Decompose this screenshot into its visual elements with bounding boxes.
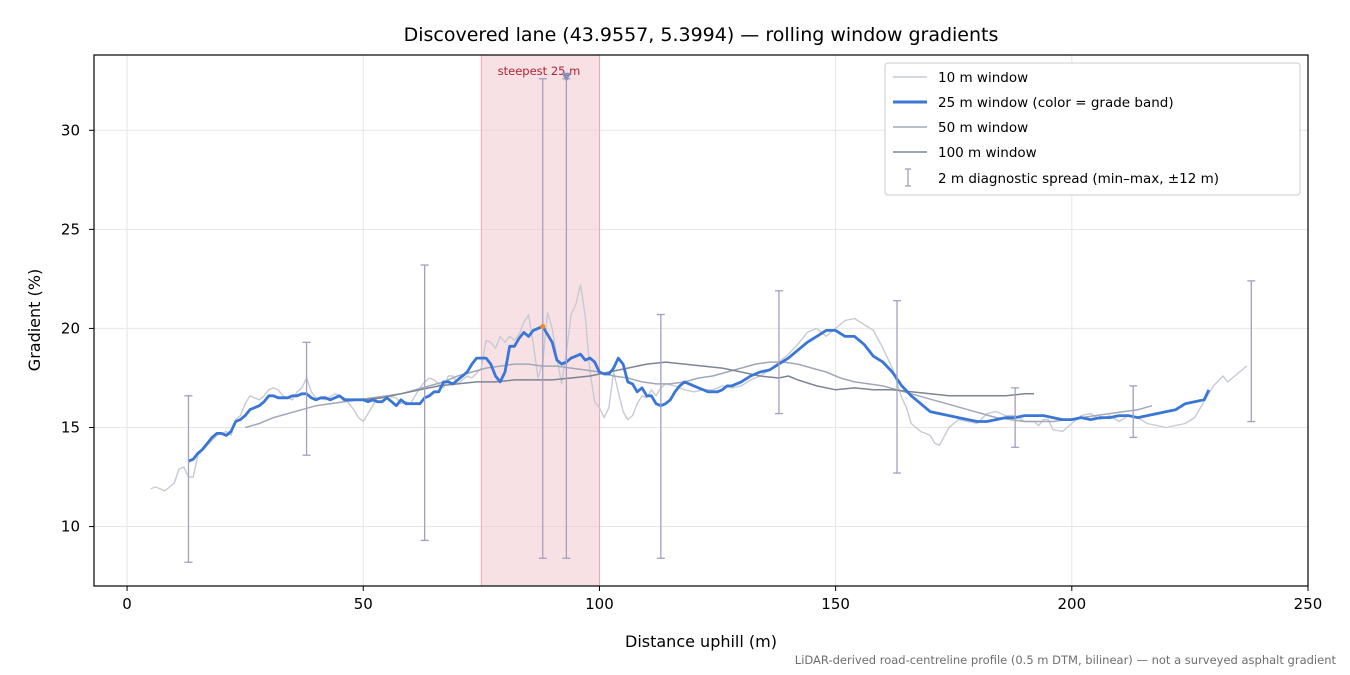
y-tick-label: 15 (61, 418, 80, 436)
error-bar (774, 290, 783, 415)
steepest-span-label: steepest 25 m (498, 64, 581, 78)
error-bar (302, 341, 311, 456)
error-bar (1011, 387, 1020, 448)
error-bar (420, 264, 429, 542)
steepest-span-shading (480, 54, 600, 587)
footnote: LiDAR-derived road-centreline profile (0… (795, 653, 1337, 667)
error-bars (184, 78, 1256, 563)
x-tick-label: 0 (122, 595, 132, 613)
error-bar (184, 395, 193, 563)
legend-label-50m: 50 m window (938, 120, 1028, 136)
peak-point (540, 323, 546, 329)
y-tick-label: 20 (61, 319, 80, 337)
y-tick-label: 10 (61, 518, 80, 536)
error-bar (538, 78, 547, 559)
x-axis-label: Distance uphill (m) (625, 632, 777, 651)
x-tick-label: 200 (1057, 595, 1086, 613)
error-bar (656, 313, 665, 559)
y-axis-label: Gradient (%) (25, 269, 44, 371)
legend: 10 m window 25 m window (color = grade b… (884, 62, 1301, 196)
series-line-10-m (150, 284, 1248, 492)
annotations: steepest 25 m (498, 64, 581, 329)
legend-label-errorbar: 2 m diagnostic spread (min–max, ±12 m) (938, 171, 1219, 187)
legend-label-100m: 100 m window (938, 145, 1037, 161)
y-tick-label: 25 (61, 220, 80, 238)
legend-swatch-errorbar (905, 168, 911, 187)
legend-box (884, 62, 1301, 196)
x-tick-label: 50 (354, 595, 373, 613)
chart-title: Discovered lane (43.9557, 5.3994) — roll… (404, 24, 999, 46)
plot-frame (93, 54, 1309, 587)
series-lines (150, 284, 1248, 492)
steepest-span-rect (480, 54, 600, 587)
error-bar (1247, 280, 1256, 423)
steepest-marker (561, 72, 572, 82)
x-tick-label: 100 (585, 595, 614, 613)
legend-label-25m: 25 m window (color = grade band) (938, 95, 1174, 111)
series-line-25-m (187, 325, 1211, 463)
series-line-100-m (363, 361, 1034, 401)
axis-ticks: 0 50 100 150 200 250 10 15 20 25 30 (61, 121, 1322, 613)
x-tick-label: 250 (1294, 595, 1323, 613)
error-bar (1129, 385, 1138, 439)
error-bar (893, 300, 902, 474)
x-tick-label: 150 (821, 595, 850, 613)
legend-label-10m: 10 m window (938, 70, 1028, 86)
y-tick-label: 30 (61, 121, 80, 139)
